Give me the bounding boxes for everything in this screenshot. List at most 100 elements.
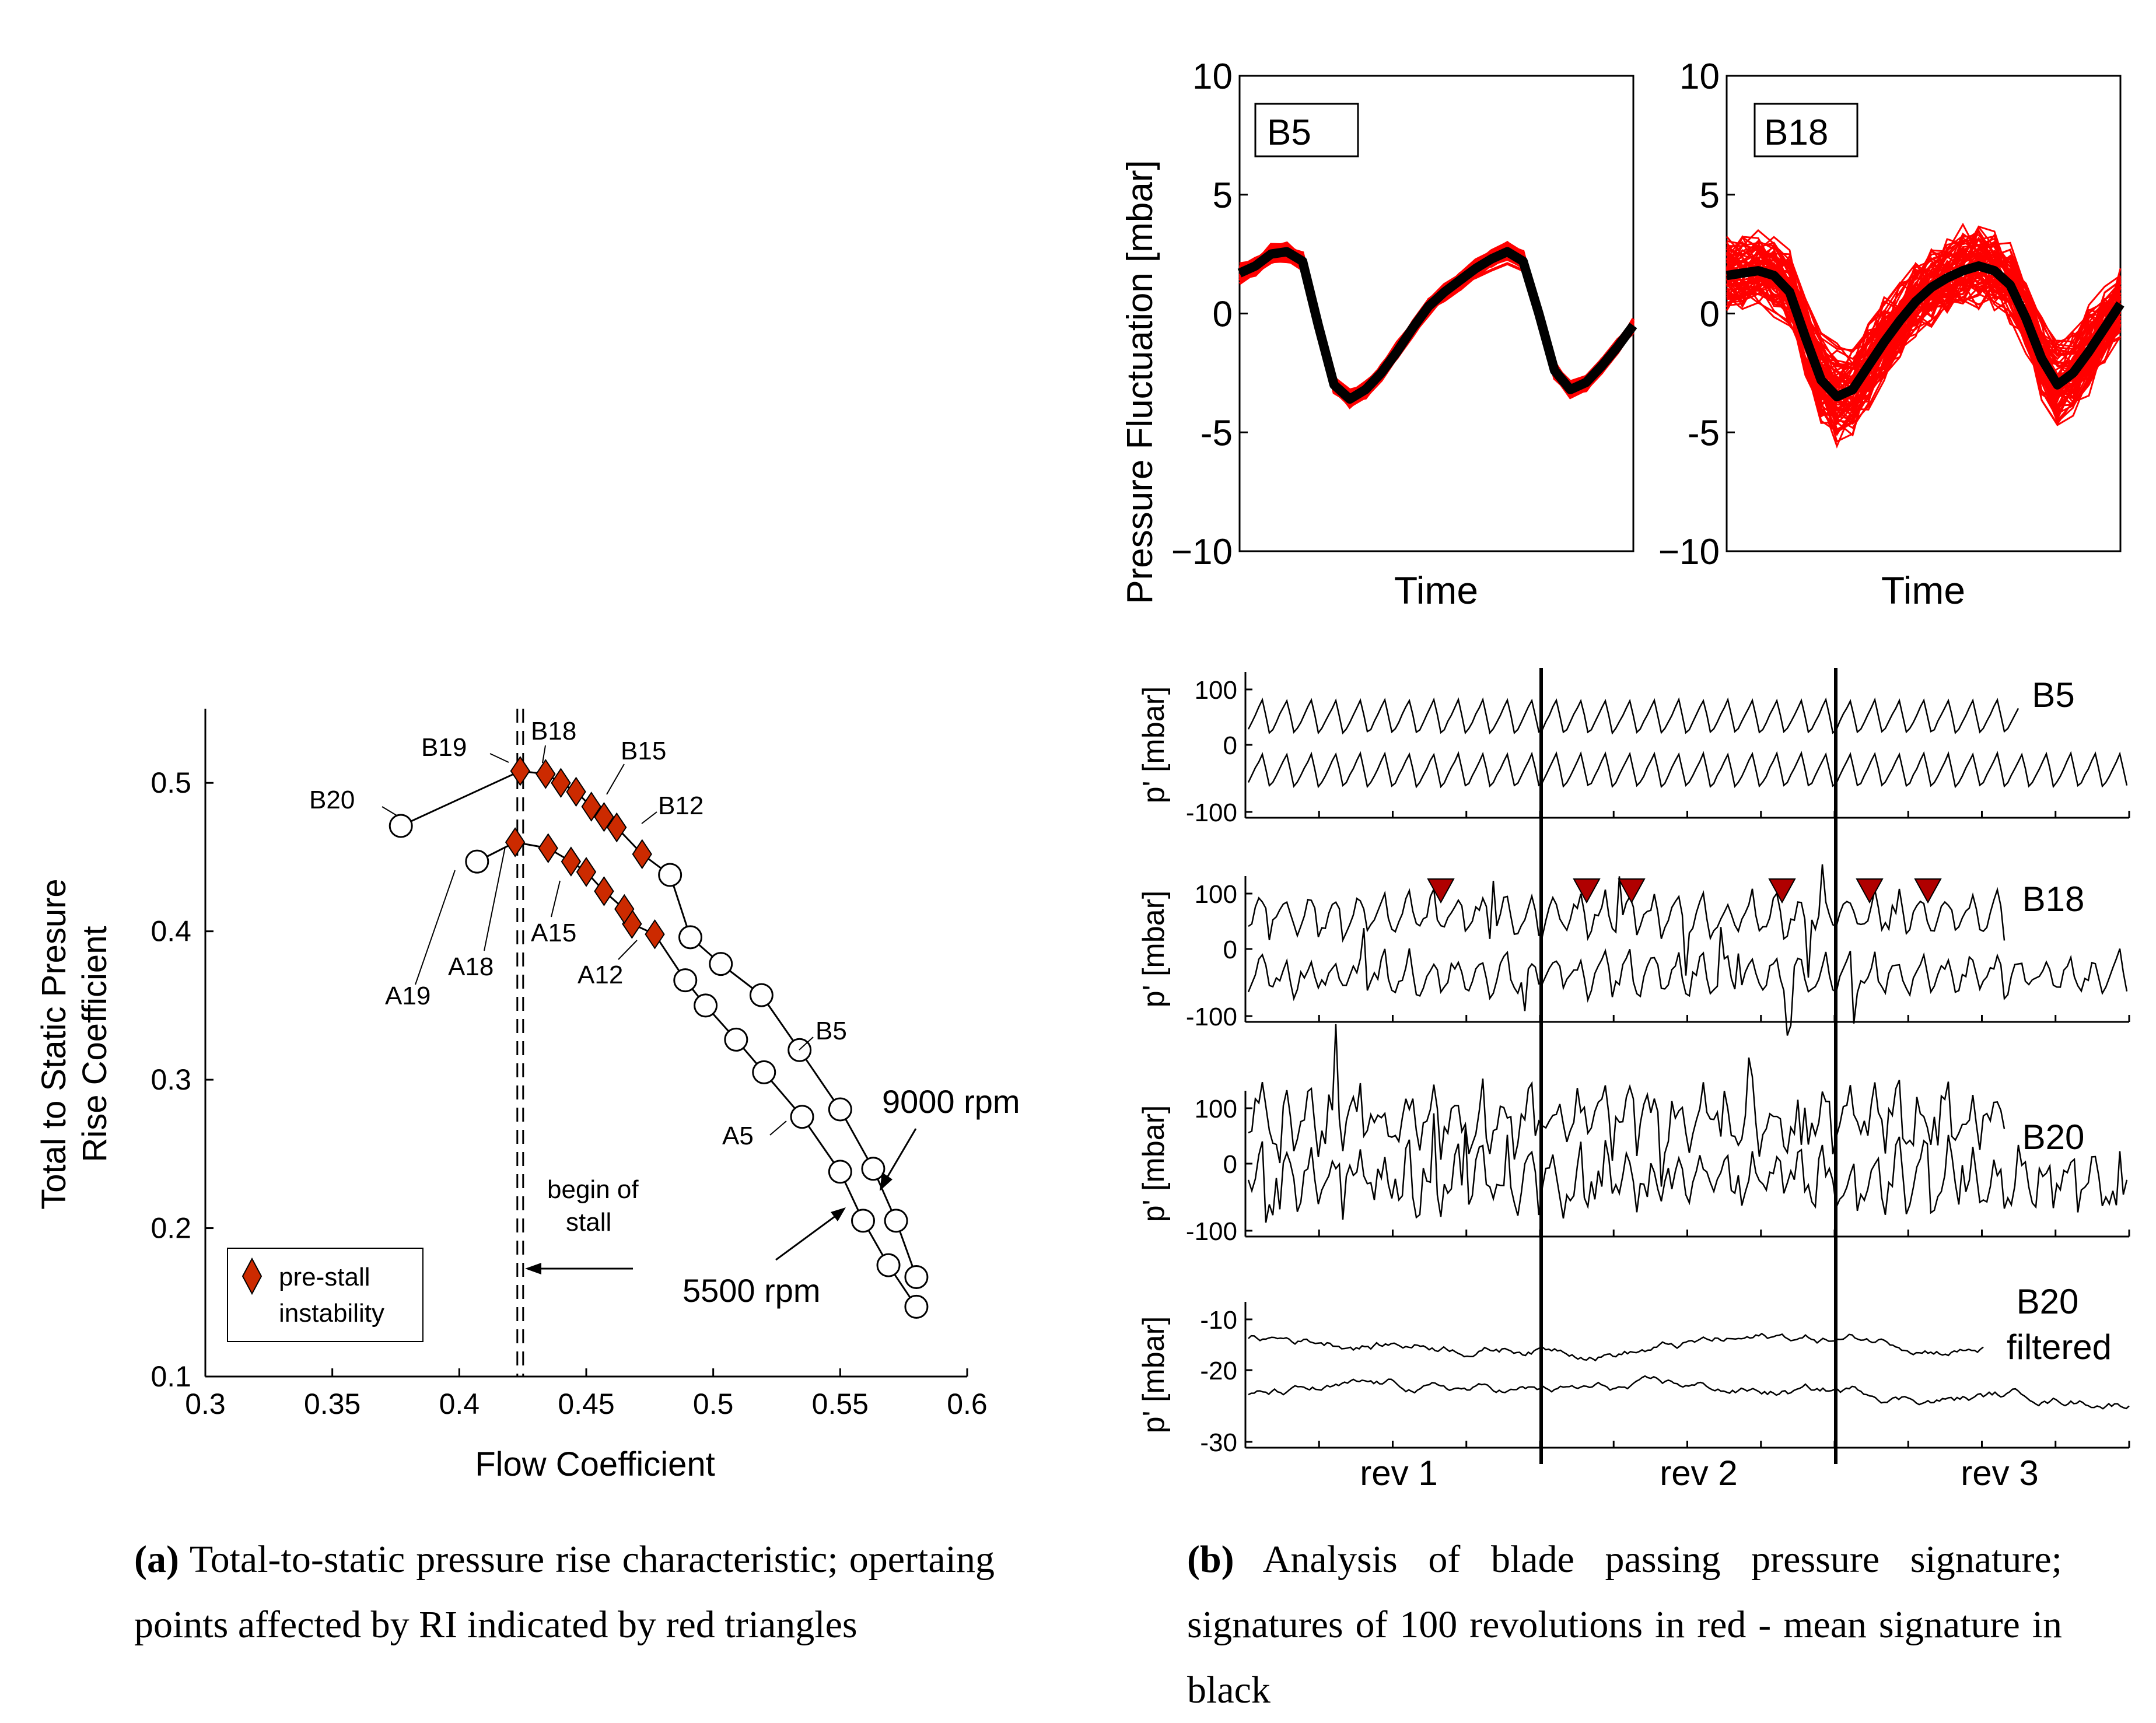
point-annotations: B20 B19 B18 B15 B12 B5 A19 A18 A15 A12 A… (309, 717, 847, 1150)
individual-signature (1238, 253, 1635, 398)
rev2-label: rev 2 (1660, 1454, 1737, 1493)
label-stall: stall (566, 1208, 611, 1237)
operating-point (904, 1294, 929, 1319)
prestall-point (594, 876, 614, 906)
individual-signature (1238, 254, 1634, 402)
ri-marker (1573, 878, 1601, 904)
operating-point (861, 1157, 886, 1181)
label-a15: A15 (531, 919, 576, 947)
speed-line-5500 (477, 841, 918, 1308)
legend-diamond-marker (242, 1257, 262, 1295)
b18-mean-signature (1726, 261, 2124, 402)
legend-box (227, 1248, 424, 1342)
chart-a-ticks: 0.3 0.35 0.4 0.45 0.5 0.55 0.6 0.1 0.2 0.3 0.4 0.5 (150, 766, 987, 1420)
signature-y-tick-label: 5 (1213, 176, 1233, 216)
individual-signature (1239, 253, 1634, 398)
individual-signature (1238, 248, 1635, 397)
trace-y-tick-label: 100 (1195, 676, 1237, 705)
individual-signature (1238, 254, 1635, 400)
operating-point (694, 993, 718, 1018)
trace-y-label: p' [mbar] (1137, 1316, 1171, 1434)
prestall-point (614, 894, 635, 924)
prestall-point (566, 776, 586, 807)
prestall-point (607, 812, 627, 843)
x-tick-label: 0.35 (304, 1388, 360, 1420)
signature-panel-b18: 10 5 0 -5 −10 B18 Time (1658, 57, 2124, 612)
label-b20: B20 (309, 786, 355, 814)
operating-point (658, 863, 682, 887)
prestall-point (632, 839, 652, 870)
prestall-point (505, 827, 526, 857)
trace-panel-label: B20 (2022, 1118, 2085, 1157)
b18-individual-signatures (1726, 222, 2122, 449)
operating-point (828, 1160, 852, 1184)
signature-y-tick-label: 0 (1213, 295, 1233, 335)
x-tick-label: 0.55 (812, 1388, 869, 1420)
operating-point (749, 983, 774, 1007)
trace-y-tick-label: 100 (1195, 1095, 1237, 1123)
trace-panel-1: 100 0 -100 p' [mbar] B5 (1137, 672, 2130, 827)
trace-panel-label-line2: filtered (2007, 1328, 2112, 1367)
label-b19: B19 (421, 733, 467, 762)
ri-marker (1768, 878, 1796, 904)
caption-b: (b) Analysis of blade passing pressure s… (1187, 1527, 2062, 1723)
ri-marker (1856, 878, 1884, 904)
caption-b-label: (b) (1187, 1538, 1234, 1581)
trace-y-label: p' [mbar] (1137, 1105, 1171, 1223)
x-tick-label: 0.4 (439, 1388, 480, 1420)
pressure-trace (1247, 697, 2020, 735)
signature-panel-b5: 10 5 0 -5 −10 B5 Time (1171, 57, 1637, 612)
trace-y-tick-label: 0 (1223, 936, 1237, 964)
label-b18: B18 (531, 717, 576, 745)
operating-points (388, 756, 929, 1319)
chart-a-x-label: Flow Coefficient (475, 1445, 715, 1483)
operating-point (678, 925, 702, 950)
chart-a-y-label-line2: Rise Coefficient (76, 926, 114, 1162)
signature-y-tick-label: 0 (1700, 295, 1720, 335)
trace-y-tick-label: -30 (1200, 1428, 1237, 1457)
y-tick-label: 0.3 (150, 1063, 191, 1096)
operating-point (724, 1027, 748, 1052)
signature-plots: Pressure Fluctuation [mbar] 10 5 0 -5 −10 B5… (1120, 57, 2124, 612)
trace-panel-4: -10 -20 -30 p' [mbar] B20 filtered (1137, 1282, 2130, 1457)
signature-y-tick-label: 10 (1192, 57, 1233, 97)
signature-y-tick-label: -5 (1200, 413, 1233, 453)
operating-point (709, 952, 733, 976)
prestall-point (510, 756, 531, 786)
signature-y-tick-label: −10 (1658, 532, 1720, 572)
individual-signature (1238, 251, 1634, 397)
x-tick-label: 0.3 (185, 1388, 226, 1420)
b5-mean-signature (1237, 247, 1637, 404)
b5-x-label: Time (1394, 569, 1478, 612)
individual-signature (1726, 229, 2121, 365)
trace-y-tick-label: 100 (1195, 880, 1237, 909)
ri-marker (1427, 878, 1455, 904)
operating-point (828, 1097, 852, 1122)
trace-panel-label-line1: B20 (2017, 1282, 2079, 1321)
individual-signature (1239, 247, 1635, 402)
operating-point (876, 1253, 901, 1277)
x-tick-label: 0.45 (558, 1388, 614, 1420)
label-a18: A18 (448, 952, 494, 981)
chart-a-y-label-line1: Total to Static Presure (35, 878, 73, 1209)
operating-point (884, 1209, 908, 1233)
prestall-point (551, 768, 571, 799)
b5-label-box (1254, 103, 1359, 157)
caption-a-text: Total-to-static pressure rise characteri… (134, 1538, 995, 1646)
ri-marker (1914, 878, 1942, 904)
pressure-trace (1248, 1024, 2006, 1187)
pressure-trace (1248, 864, 2006, 978)
b18-label: B18 (1764, 113, 1828, 153)
b5-individual-signatures (1238, 240, 1635, 409)
pressure-trace (1247, 751, 2128, 789)
caption-b-text: Analysis of blade passing pressure signa… (1187, 1538, 2062, 1711)
operating-point (752, 1060, 776, 1084)
individual-signature (1239, 253, 1635, 400)
prestall-point (538, 833, 558, 863)
operating-point (673, 968, 698, 993)
caption-a: (a) Total-to-static pressure rise charac… (134, 1527, 995, 1658)
prestall-point (594, 801, 614, 832)
trace-y-label: p' [mbar] (1137, 687, 1171, 804)
individual-signature (1238, 247, 1634, 404)
trace-y-tick-label: -10 (1200, 1306, 1237, 1335)
